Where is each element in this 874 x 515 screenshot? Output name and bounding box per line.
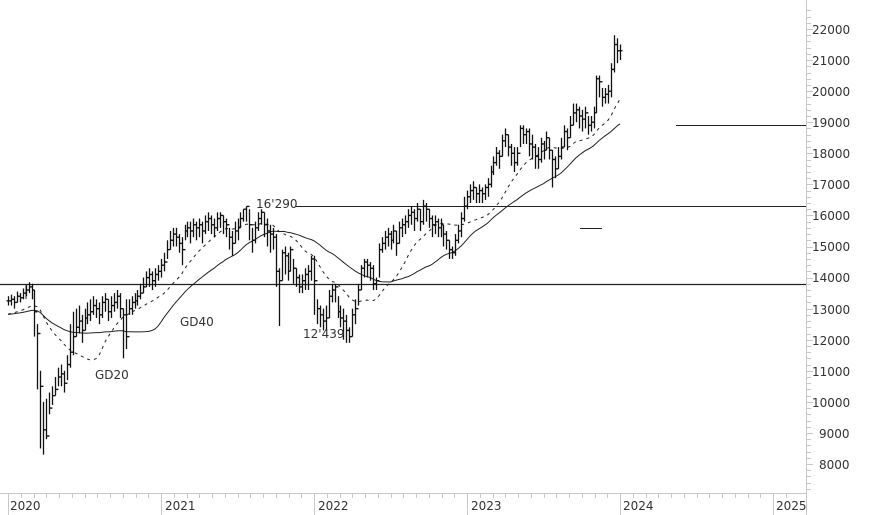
y-tick-12000: 12000 xyxy=(812,334,851,348)
y-tick-8000: 8000 xyxy=(819,458,850,472)
y-tick-15000: 15000 xyxy=(812,240,851,254)
y-tick-18000: 18000 xyxy=(812,147,851,161)
label-gd40: GD40 xyxy=(180,315,214,329)
y-tick-20000: 20000 xyxy=(812,85,851,99)
y-tick-10000: 10000 xyxy=(812,396,851,410)
x-tick-2023: 2023 xyxy=(471,499,502,513)
annotation-low-12439: 12'439 xyxy=(303,327,345,341)
y-tick-16000: 16000 xyxy=(812,209,851,223)
x-tick-2024: 2024 xyxy=(623,499,654,513)
x-tick-2021: 2021 xyxy=(165,499,196,513)
y-tick-9000: 9000 xyxy=(819,427,850,441)
y-tick-14000: 14000 xyxy=(812,271,851,285)
y-tick-13000: 13000 xyxy=(812,303,851,317)
x-tick-2022: 2022 xyxy=(318,499,349,513)
y-tick-19000: 19000 xyxy=(812,116,851,130)
y-tick-21000: 21000 xyxy=(812,54,851,68)
y-tick-17000: 17000 xyxy=(812,178,851,192)
label-gd20: GD20 xyxy=(95,368,129,382)
annotation-high-16290: 16'290 xyxy=(256,197,298,211)
y-tick-11000: 11000 xyxy=(812,365,851,379)
x-tick-2025: 2025 xyxy=(776,499,807,513)
y-tick-22000: 22000 xyxy=(812,23,851,37)
x-tick-2020: 2020 xyxy=(10,499,41,513)
